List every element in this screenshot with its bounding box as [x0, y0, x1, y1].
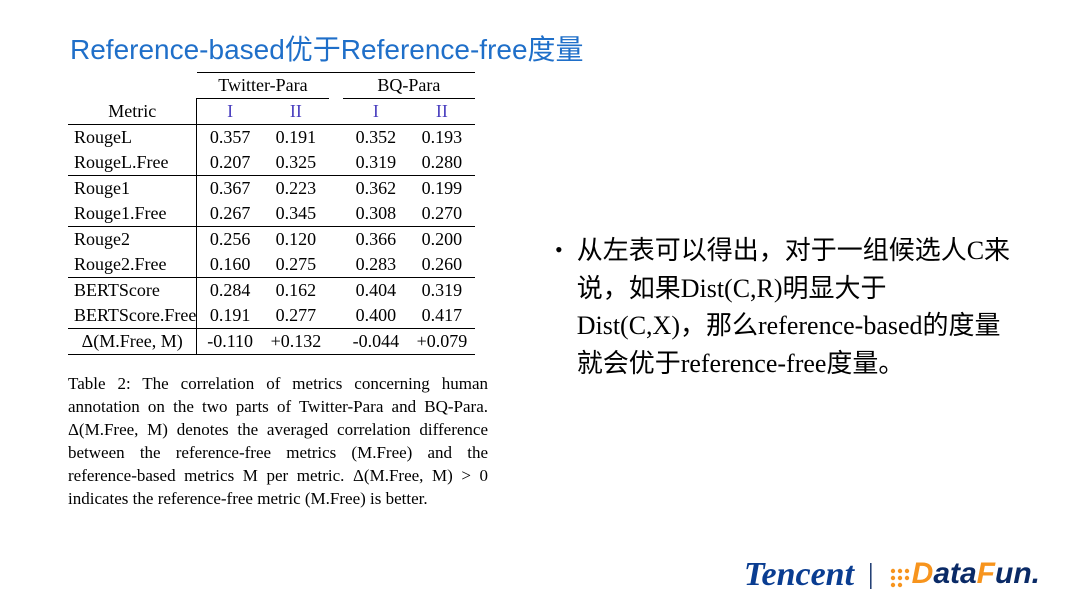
table-row: Rouge2 0.2560.1200.3660.200: [68, 227, 475, 253]
right-commentary: • 从左表可以得出，对于一组候选人C来说，如果Dist(C,R)明显大于Dist…: [555, 232, 1015, 383]
table-caption: Table 2: The correlation of metrics conc…: [68, 373, 488, 511]
slide-title: Reference-based优于Reference-free度量: [70, 28, 584, 68]
datafun-dots-icon: [888, 559, 910, 593]
subheader-tw-1: I: [197, 99, 263, 125]
footer-logos: Tencent | DataFun.: [744, 556, 1040, 594]
table-block: Twitter-Para BQ-Para Metric I II I II Ro…: [68, 72, 488, 511]
table-row: Rouge2.Free 0.1600.2750.2830.260: [68, 252, 475, 278]
dataset-header-bq: BQ-Para: [343, 73, 475, 99]
table-row: RougeL.Free 0.2070.3250.3190.280: [68, 150, 475, 176]
table-header-row-1: Twitter-Para BQ-Para: [68, 73, 475, 99]
bullet-text: 从左表可以得出，对于一组候选人C来说，如果Dist(C,R)明显大于Dist(C…: [577, 232, 1015, 383]
delta-row: Δ(M.Free, M) -0.110+0.132-0.044+0.079: [68, 329, 475, 355]
subheader-bq-2: II: [409, 99, 475, 125]
subheader-bq-1: I: [343, 99, 409, 125]
tencent-logo: Tencent: [744, 556, 854, 594]
table-row: BERTScore.Free 0.1910.2770.4000.417: [68, 303, 475, 329]
metrics-table: Twitter-Para BQ-Para Metric I II I II Ro…: [68, 72, 475, 355]
datafun-logo: DataFun.: [888, 557, 1040, 592]
logo-separator: |: [868, 559, 874, 591]
bullet-dot-icon: •: [555, 232, 563, 383]
table-row: Rouge1 0.3670.2230.3620.199: [68, 176, 475, 202]
table-header-row-2: Metric I II I II: [68, 99, 475, 125]
slide: Reference-based优于Reference-free度量 Twitte…: [0, 0, 1080, 608]
dataset-header-twitter: Twitter-Para: [197, 73, 329, 99]
table-row: Rouge1.Free 0.2670.3450.3080.270: [68, 201, 475, 227]
metric-column-header: Metric: [68, 99, 197, 125]
subheader-tw-2: II: [263, 99, 329, 125]
table-row: RougeL 0.3570.1910.3520.193: [68, 125, 475, 151]
table-row: BERTScore 0.2840.1620.4040.319: [68, 278, 475, 304]
